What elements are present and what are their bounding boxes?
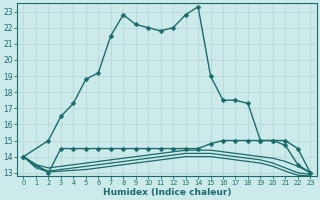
X-axis label: Humidex (Indice chaleur): Humidex (Indice chaleur) xyxy=(103,188,231,197)
